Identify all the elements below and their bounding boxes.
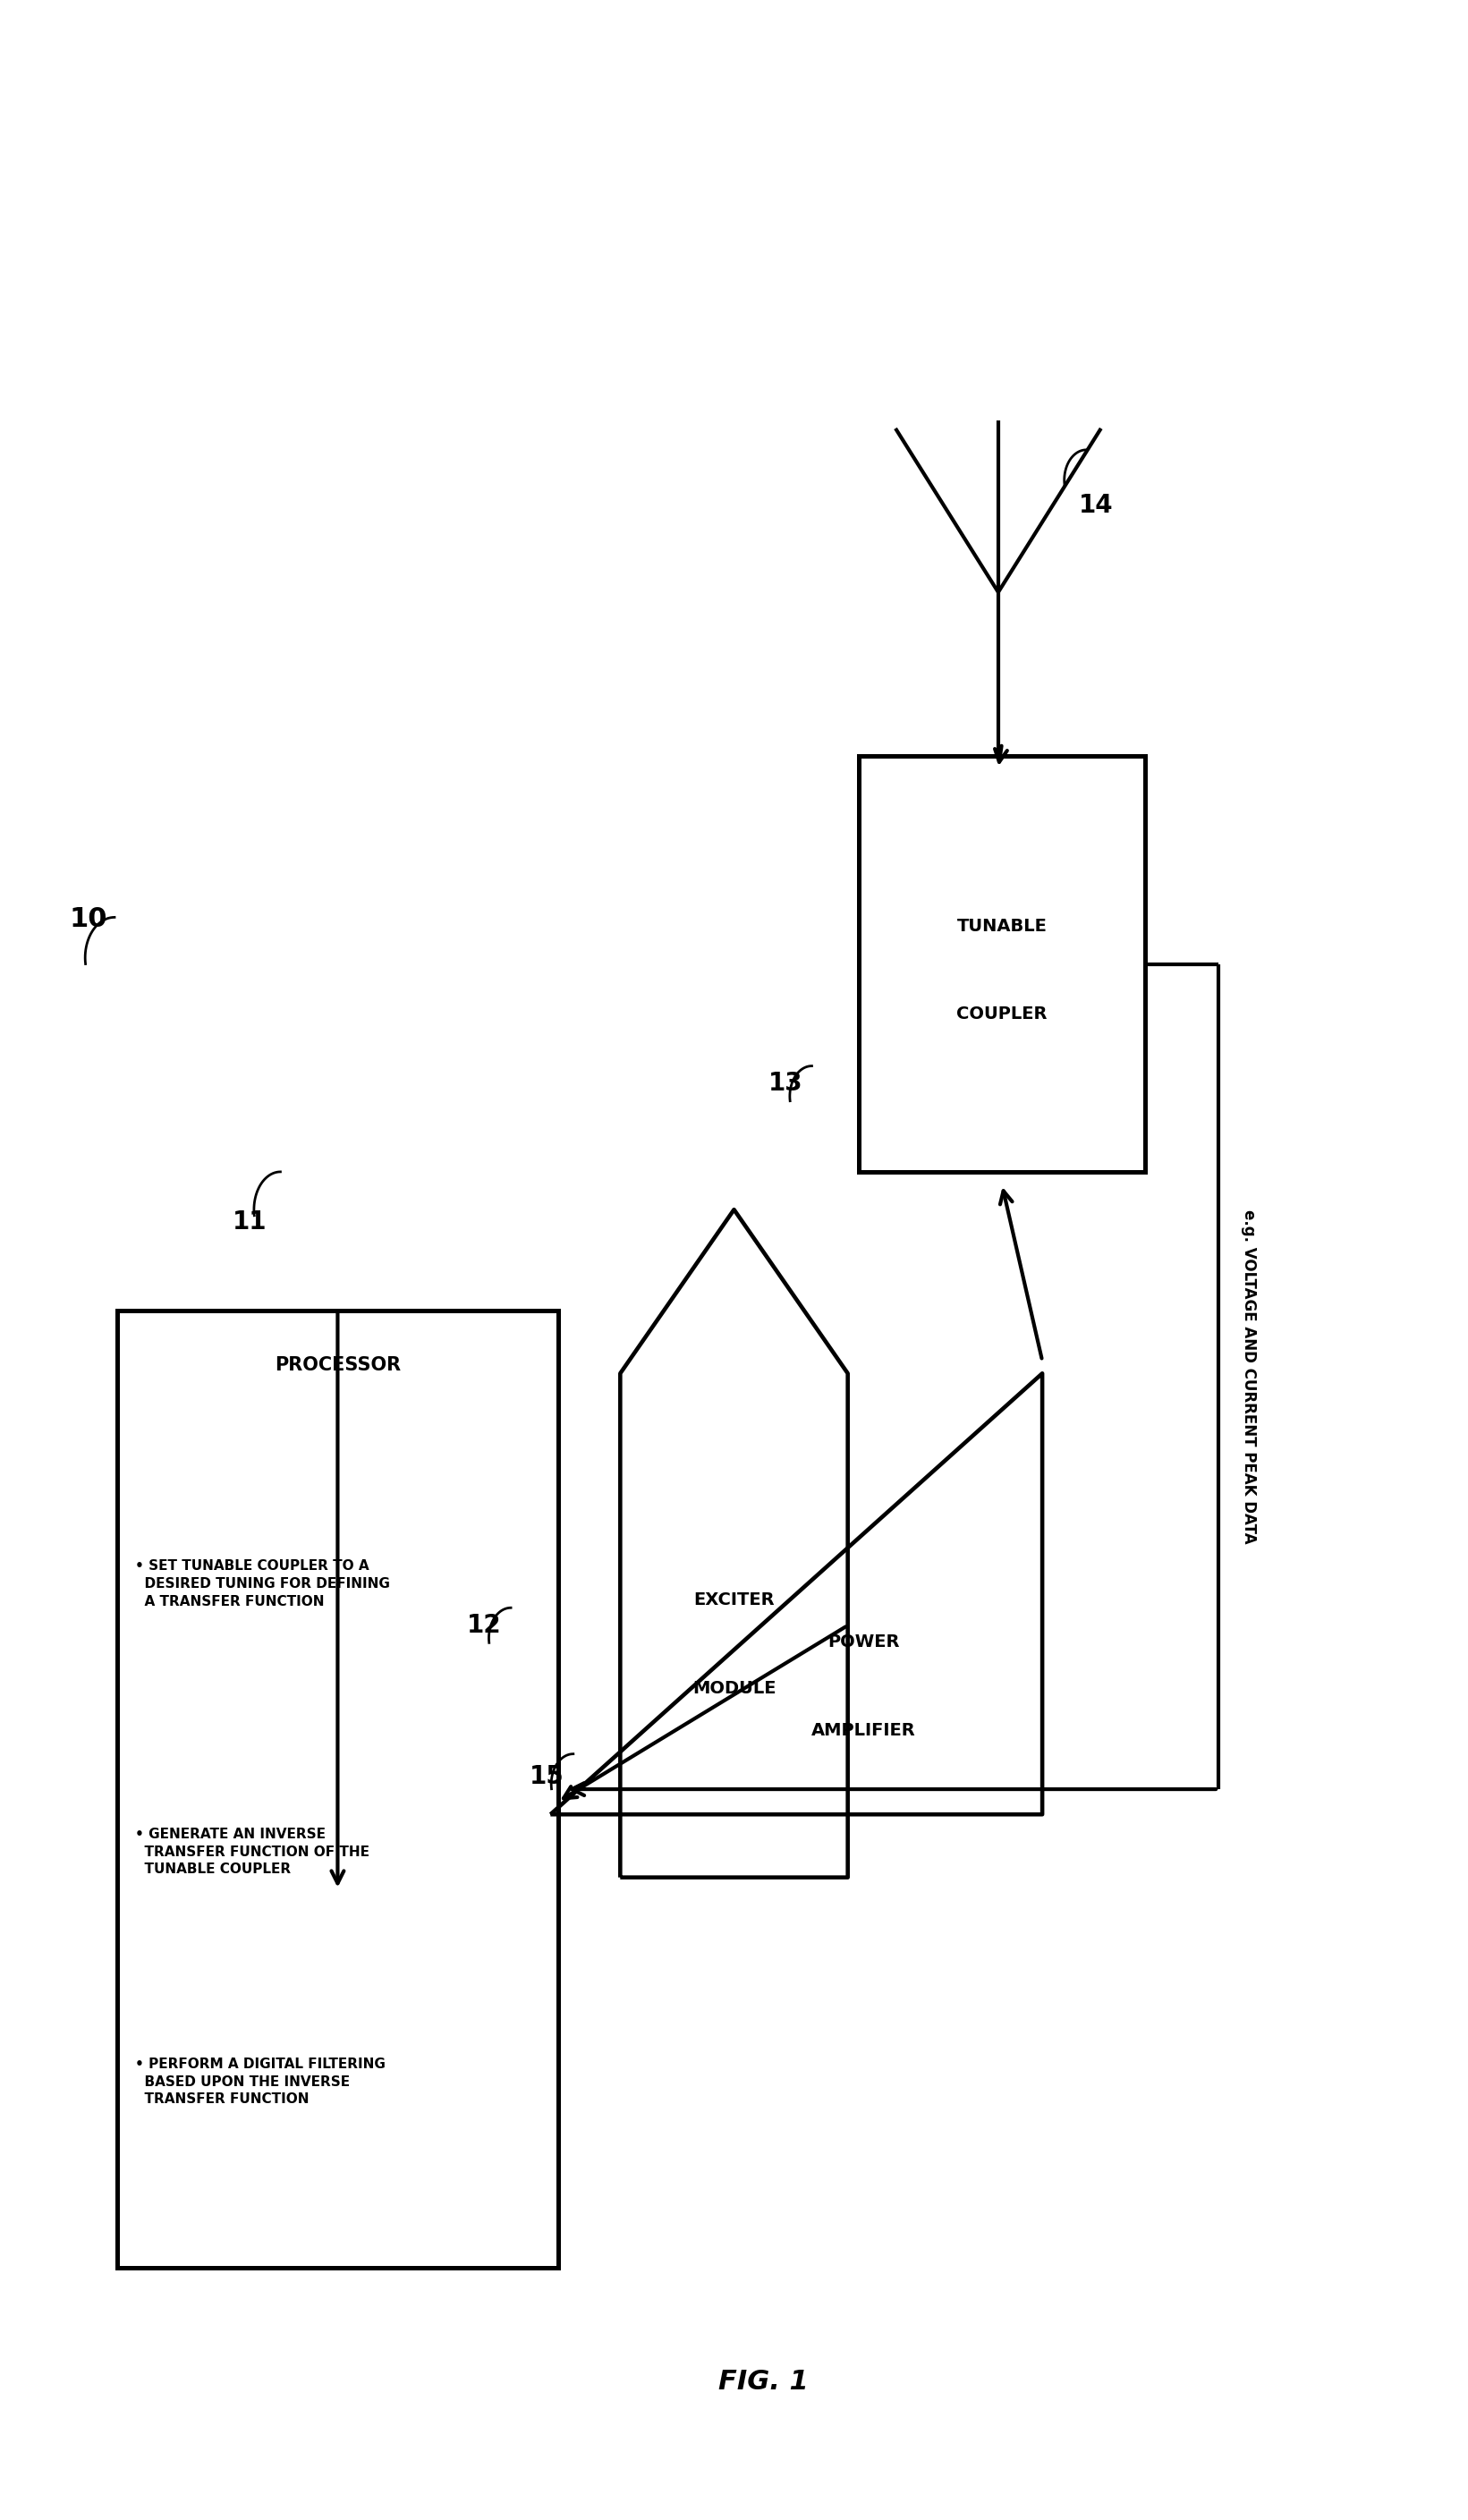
Text: 14: 14 <box>1079 494 1114 519</box>
Text: MODULE: MODULE <box>693 1681 775 1696</box>
Text: • PERFORM A DIGITAL FILTERING
  BASED UPON THE INVERSE
  TRANSFER FUNCTION: • PERFORM A DIGITAL FILTERING BASED UPON… <box>135 2056 386 2107</box>
Text: e.g. VOLTAGE AND CURRENT PEAK DATA: e.g. VOLTAGE AND CURRENT PEAK DATA <box>1240 1210 1257 1545</box>
Text: • SET TUNABLE COUPLER TO A
  DESIRED TUNING FOR DEFINING
  A TRANSFER FUNCTION: • SET TUNABLE COUPLER TO A DESIRED TUNIN… <box>135 1560 390 1608</box>
Text: PROCESSOR: PROCESSOR <box>275 1356 401 1373</box>
Bar <box>117 1310 558 2268</box>
Bar <box>859 756 1145 1172</box>
Text: 13: 13 <box>768 1071 803 1096</box>
Text: COUPLER: COUPLER <box>957 1005 1047 1023</box>
Text: • GENERATE AN INVERSE
  TRANSFER FUNCTION OF THE
  TUNABLE COUPLER: • GENERATE AN INVERSE TRANSFER FUNCTION … <box>135 1827 370 1877</box>
Text: 15: 15 <box>530 1764 564 1789</box>
Text: FIG. 1: FIG. 1 <box>718 2369 809 2394</box>
Text: 12: 12 <box>467 1613 502 1638</box>
Text: TUNABLE: TUNABLE <box>957 917 1047 935</box>
Text: 10: 10 <box>69 907 107 932</box>
Text: AMPLIFIER: AMPLIFIER <box>812 1721 916 1739</box>
Text: 11: 11 <box>232 1210 267 1235</box>
Text: EXCITER: EXCITER <box>693 1593 775 1608</box>
Text: POWER: POWER <box>828 1633 900 1651</box>
